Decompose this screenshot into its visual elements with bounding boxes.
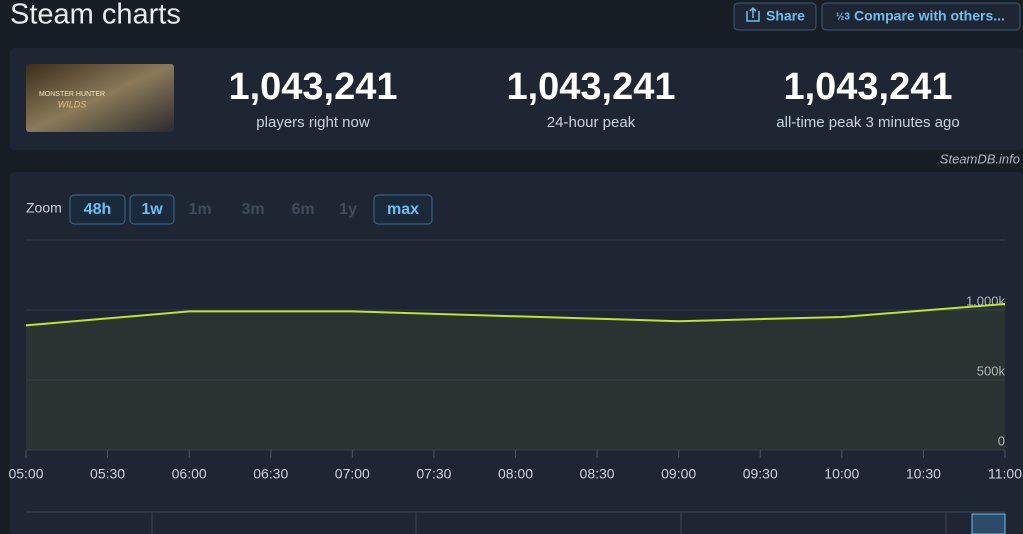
- page-title: Steam charts: [10, 0, 181, 31]
- zoom-button[interactable]: [69, 194, 126, 225]
- y-tick-label: 0: [998, 433, 1005, 448]
- zoom-label: Zoom: [26, 200, 62, 216]
- zoom-option[interactable]: max: [387, 201, 419, 218]
- game-image: [26, 64, 174, 132]
- stats-panel: [10, 48, 1023, 150]
- x-tick-label: 08:00: [498, 466, 533, 482]
- x-tick-label: 09:30: [743, 466, 778, 482]
- stat-value: 1,043,241: [506, 66, 675, 108]
- stat-label: all-time peak 3 minutes ago: [776, 114, 959, 131]
- zoom-option: 3m: [241, 201, 264, 218]
- zoom-buttons: 48h 1w 1m 3m 6m 1y max: [69, 194, 433, 225]
- stat-label: 24-hour peak: [547, 114, 636, 131]
- zoom-option[interactable]: 1w: [141, 201, 163, 218]
- x-tick-label: 06:30: [253, 466, 288, 482]
- x-tick-label: 05:00: [8, 466, 43, 482]
- stats: 1,043,241 players right now 1,043,241 24-ho…: [228, 66, 959, 131]
- zoom-option[interactable]: 48h: [84, 201, 112, 218]
- compare-label: Compare with others...: [854, 8, 1005, 24]
- zoom-option: 1m: [188, 201, 211, 218]
- zoom-button[interactable]: [129, 194, 175, 225]
- x-tick-label: 07:00: [335, 466, 370, 482]
- stat-label: players right now: [256, 114, 370, 131]
- game-image-subtitle: WILDS: [58, 99, 87, 109]
- area: [26, 303, 1005, 450]
- y-tick-label: 500k: [977, 363, 1006, 378]
- x-tick-label: 10:30: [906, 466, 941, 482]
- stat-value: 1,043,241: [783, 66, 952, 108]
- share-icon: [746, 6, 760, 22]
- x-tick-label: 08:30: [580, 466, 615, 482]
- zoom-option: 1y: [339, 201, 357, 218]
- x-tick-label: 07:30: [416, 466, 451, 482]
- zoom-option: 6m: [291, 201, 314, 218]
- x-tick-label: 10:00: [824, 466, 859, 482]
- compare-button[interactable]: [821, 2, 1021, 31]
- x-tick-label: 11:00: [988, 466, 1022, 482]
- chart-panel: [10, 172, 1023, 534]
- zoom-button[interactable]: [373, 194, 433, 225]
- x-tick-label: 05:30: [90, 466, 125, 482]
- compare-icon: ½3: [836, 12, 850, 23]
- x-tick-label: 09:00: [661, 466, 696, 482]
- x-tick-label: 06:00: [172, 466, 207, 482]
- line: [25, 302, 1006, 327]
- game-image-title: MONSTER HUNTER: [39, 91, 105, 98]
- share-label: Share: [766, 8, 805, 24]
- navigator-handle[interactable]: [971, 513, 1006, 534]
- stat-value: 1,043,241: [228, 66, 397, 108]
- watermark: SteamDB.info: [940, 151, 1020, 166]
